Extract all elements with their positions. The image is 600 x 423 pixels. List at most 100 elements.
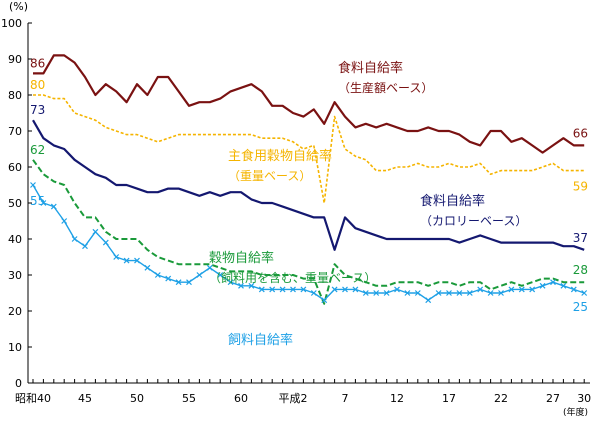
data-point-marker [383, 290, 390, 296]
data-point-marker [362, 290, 369, 296]
data-point-marker [435, 290, 442, 296]
data-point-marker [331, 286, 338, 293]
data-point-marker [414, 290, 421, 296]
y-tick-label: 40 [8, 233, 22, 246]
start-value-label: 86 [30, 56, 45, 70]
data-point-marker [300, 286, 307, 293]
data-point-marker [498, 290, 504, 296]
data-point-marker [581, 290, 588, 296]
data-point-marker [61, 218, 68, 224]
x-tick-label: 50 [130, 392, 144, 405]
data-point-marker [310, 290, 317, 296]
x-tick-label: 22 [494, 392, 508, 405]
series-line [33, 94, 585, 204]
data-point-marker [425, 297, 432, 304]
y-tick-label: 50 [8, 197, 22, 210]
data-point-marker [394, 286, 400, 293]
data-point-marker [560, 282, 567, 289]
data-point-marker [165, 275, 172, 282]
data-point-marker [529, 286, 536, 293]
end-value-label: 66 [573, 126, 588, 140]
y-tick-label: 70 [8, 125, 22, 138]
data-point-marker [477, 286, 484, 293]
data-point-marker [113, 254, 120, 260]
x-tick-label: 平成2 [279, 392, 308, 405]
y-tick-label: 60 [8, 161, 22, 174]
data-point-marker [279, 286, 286, 293]
data-point-marker [352, 286, 359, 293]
series-name-label: 主食用穀物自給率 [228, 148, 332, 164]
series-name-label: 食料自給率 [420, 193, 485, 209]
data-point-marker [518, 286, 525, 293]
data-point-marker [508, 286, 515, 293]
data-point-marker [186, 279, 192, 286]
data-point-marker [30, 182, 36, 188]
x-tick-label: 60 [234, 392, 248, 405]
x-tick-label: 7 [342, 392, 349, 405]
y-tick-label: 90 [8, 53, 22, 66]
data-point-marker [123, 257, 130, 264]
series-name-label: 飼料自給率 [228, 332, 293, 348]
data-point-marker [40, 200, 47, 206]
series-name-label: （飼料用を含む、重量ベース） [209, 270, 376, 285]
start-value-label: 73 [30, 103, 45, 117]
start-value-label: 80 [30, 78, 45, 92]
series-name-label: 食料自給率 [338, 60, 403, 76]
y-tick-label: 100 [1, 17, 22, 30]
data-point-marker [258, 286, 265, 293]
data-point-marker [144, 264, 151, 271]
x-tick-label: 12 [390, 392, 404, 405]
data-point-marker [92, 228, 99, 235]
series-name-label: （重量ベース） [228, 169, 311, 183]
data-point-marker [269, 286, 276, 293]
data-point-marker [466, 290, 473, 296]
y-tick-label: 80 [8, 89, 22, 102]
y-axis-unit: (%) [9, 0, 28, 13]
data-point-marker [290, 286, 296, 293]
series-line [32, 159, 585, 305]
start-value-label: 55 [30, 194, 45, 208]
end-value-label: 28 [573, 263, 588, 277]
end-value-label: 25 [573, 300, 588, 314]
data-point-marker [456, 290, 463, 296]
data-point-marker [227, 279, 234, 286]
series-line [32, 119, 585, 251]
series-line [32, 184, 585, 301]
data-point-marker [71, 236, 78, 242]
series-line [33, 54, 585, 154]
data-point-marker [50, 203, 57, 210]
data-point-marker [217, 272, 224, 278]
y-tick-label: 0 [15, 377, 22, 390]
y-tick-label: 10 [8, 341, 22, 354]
end-value-label: 59 [573, 180, 588, 194]
data-point-marker [342, 286, 348, 293]
data-point-marker [248, 282, 255, 289]
x-tick-label: 昭和40 [15, 392, 51, 405]
data-point-marker [321, 297, 328, 304]
series-name-label: 穀物自給率 [209, 250, 274, 266]
data-point-marker [373, 290, 380, 296]
data-point-marker [487, 290, 494, 296]
x-tick-label: 45 [78, 392, 92, 405]
data-point-marker [404, 290, 411, 296]
series-name-label: （生産額ベース） [338, 80, 433, 95]
data-point-marker [570, 286, 577, 293]
data-point-marker [175, 279, 182, 286]
x-tick-label: 17 [442, 392, 456, 405]
data-point-marker [134, 257, 140, 264]
x-tick-label: 55 [182, 392, 196, 405]
data-point-marker [539, 282, 546, 289]
data-point-marker [154, 272, 161, 278]
start-value-label: 62 [30, 143, 45, 157]
x-axis-unit: (年度) [563, 406, 588, 418]
data-point-marker [238, 282, 244, 289]
series-name-label: （カロリーベース） [420, 214, 527, 228]
y-tick-label: 30 [8, 269, 22, 282]
data-point-marker [196, 272, 203, 278]
data-point-marker [102, 239, 109, 246]
x-tick-label: 30 [577, 392, 591, 405]
end-value-label: 37 [573, 231, 588, 245]
x-tick-label: 27 [546, 392, 560, 405]
data-point-marker [550, 279, 556, 286]
